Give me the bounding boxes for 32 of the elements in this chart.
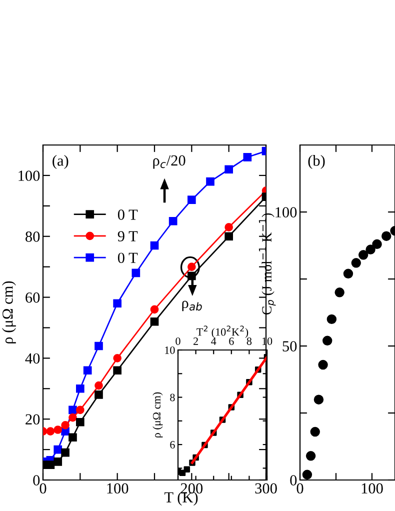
y-tick-label: 100: [276, 207, 297, 218]
x-tick-label: 4: [211, 338, 216, 345]
x-tick-label: 6: [229, 338, 234, 345]
x-tick-label: 0: [176, 337, 180, 345]
y-axis-title: ρ (μΩ cm): [2, 281, 16, 344]
y-tick-label: 8: [170, 394, 175, 402]
y-tick-label: 80: [26, 232, 40, 242]
x-tick-label: 300: [255, 483, 277, 494]
y-tick-label: 0: [33, 475, 40, 486]
annotation: (b): [308, 155, 325, 169]
annotation: ρ$_{ab}$: [182, 300, 202, 312]
x-tick-label: 100: [107, 483, 128, 494]
y-tick-label: 10: [165, 346, 175, 354]
y-tick-label: 100: [18, 170, 40, 181]
annotation: (a): [52, 155, 68, 169]
y-tick-label: 60: [26, 292, 40, 303]
x-tick-label: 200: [180, 483, 203, 494]
y-tick-label: 50: [282, 341, 297, 352]
legend-label: 0 T: [118, 252, 138, 264]
x-axis-title: T (K): [164, 492, 198, 506]
legend-label: 0 T: [118, 210, 138, 220]
x-axis-title: T$^{2}$ (10$^{2}$K$^{2}$): [196, 326, 248, 338]
legend-label: 9 T: [118, 231, 138, 242]
annotation: ρ$_{c}$/20: [153, 155, 186, 169]
y-tick-label: 20: [26, 414, 40, 425]
y-tick-label: 6: [170, 441, 175, 449]
y-tick-label: 40: [25, 353, 40, 364]
x-tick-label: 100: [362, 483, 383, 494]
x-tick-label: 2: [194, 338, 198, 345]
y-axis-title: ρ (μΩ cm): [152, 392, 163, 438]
x-tick-label: 8: [246, 337, 252, 345]
y-tick-label: 0: [290, 475, 297, 486]
